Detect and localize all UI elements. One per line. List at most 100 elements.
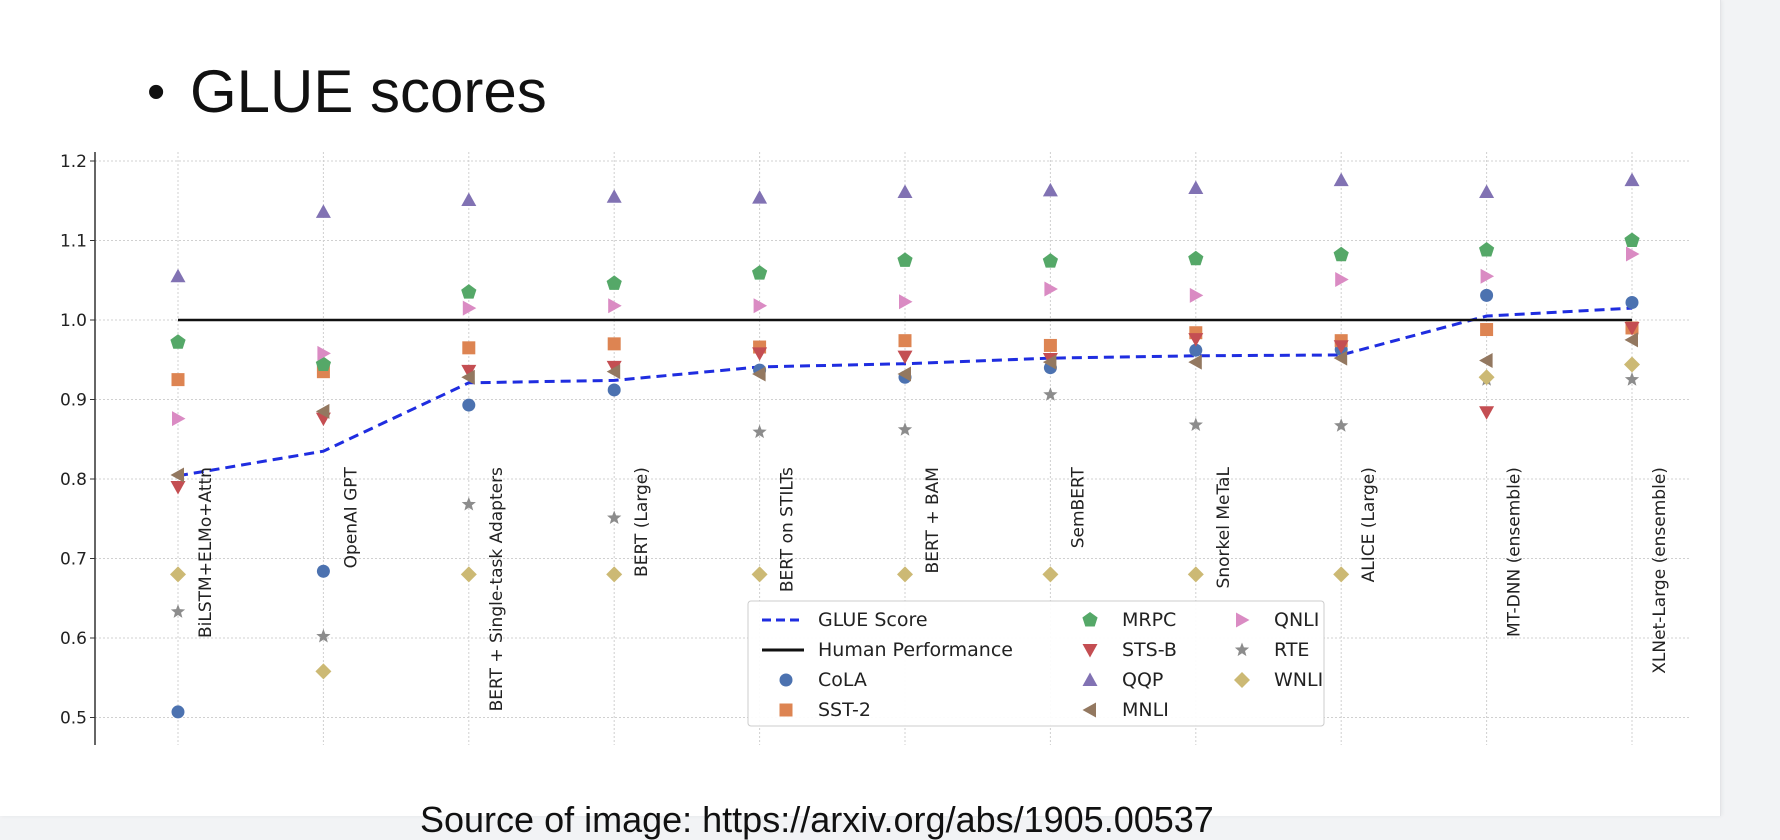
point-cola-7: [1189, 343, 1203, 357]
point-rte-4: [752, 424, 767, 439]
legend-swatch-sst-2: [779, 703, 793, 717]
point-rte-10: [1624, 372, 1640, 386]
point-sst-2-6: [1043, 338, 1057, 352]
point-mrpc-6: [1042, 253, 1059, 268]
point-qqp-9: [1479, 184, 1495, 199]
category-label-bert-bam: BERT + BAM: [923, 467, 943, 573]
point-qqp-2: [461, 192, 477, 206]
point-mrpc-10: [1624, 232, 1640, 247]
legend-label-sts-b: STS-B: [1122, 639, 1177, 661]
y-tick-label-1-1: 1.1: [60, 232, 87, 252]
point-mnli-8: [1333, 350, 1348, 366]
point-wnli-10: [1624, 356, 1640, 373]
point-qqp-6: [1042, 182, 1058, 197]
point-mrpc-8: [1333, 246, 1349, 262]
legend-label-mnli: MNLI: [1122, 699, 1169, 721]
point-wnli-6: [1042, 566, 1059, 583]
point-sst-2-9: [1480, 323, 1494, 337]
point-sts-b-10: [1624, 321, 1640, 336]
point-qnli-1: [317, 345, 331, 361]
point-qnli-9: [1480, 268, 1495, 284]
legend-label-glue-score: GLUE Score: [818, 609, 928, 631]
point-mrpc-1: [315, 356, 332, 371]
point-rte-2: [461, 496, 476, 511]
point-qnli-8: [1335, 271, 1349, 287]
point-rte-3: [607, 510, 622, 525]
point-wnli-4: [751, 566, 768, 583]
point-mrpc-0: [170, 334, 186, 349]
point-qqp-4: [752, 190, 768, 204]
chart-legend: GLUE Score Human Performance CoLA SST-2 MRPC…: [747, 600, 1325, 727]
point-mnli-6: [1042, 354, 1057, 370]
point-mnli-4: [752, 366, 766, 382]
legend-label-wnli: WNLI: [1274, 669, 1323, 691]
point-wnli-1: [315, 663, 332, 680]
point-rte-8: [1334, 418, 1349, 432]
legend-label-human-performance: Human Performance: [818, 639, 1013, 661]
point-qqp-5: [897, 184, 913, 199]
point-qnli-10: [1626, 246, 1640, 262]
glue-scores-chart: 0.5 0.6 0.7 0.8 0.9 1.0 1.1 1.2 BiLSTM+ELMo+Att…: [60, 152, 1690, 745]
point-mnli-7: [1188, 354, 1202, 370]
point-cola-3: [607, 383, 621, 397]
point-qnli-3: [608, 298, 622, 314]
point-mrpc-5: [897, 252, 913, 267]
legend-swatch-mrpc: [1082, 612, 1098, 627]
point-cola-9: [1480, 288, 1494, 302]
point-mnli-9: [1479, 353, 1493, 369]
point-sst-2-0: [171, 373, 185, 387]
legend-swatch-rte: [1234, 642, 1250, 657]
point-mnli-2: [461, 369, 475, 385]
point-sts-b-2: [461, 364, 477, 379]
point-sst-2-3: [607, 337, 621, 351]
point-rte-6: [1043, 387, 1058, 401]
point-qnli-5: [899, 294, 913, 310]
category-label-mt-dnn-ensemble: MT-DNN (ensemble): [1505, 467, 1525, 637]
category-label-snorkel-metal: Snorkel MeTaL: [1214, 467, 1234, 589]
point-wnli-2: [460, 566, 477, 583]
point-qqp-8: [1333, 172, 1349, 187]
legend-label-qnli: QNLI: [1274, 609, 1319, 631]
category-label-bilstm-elmo-attn: BiLSTM+ELMo+Attn: [196, 467, 216, 638]
point-qqp-0: [170, 268, 186, 283]
chart-points: [170, 172, 1640, 719]
point-qnli-0: [172, 411, 186, 427]
y-tick-label-0-8: 0.8: [60, 470, 87, 490]
point-qnli-4: [753, 298, 768, 314]
point-mnli-0: [170, 467, 184, 483]
point-sst-2-2: [462, 341, 476, 355]
point-mrpc-7: [1188, 250, 1204, 266]
legend-label-rte: RTE: [1274, 639, 1309, 661]
point-rte-7: [1188, 417, 1203, 432]
point-wnli-3: [606, 566, 623, 583]
point-qqp-10: [1624, 172, 1640, 187]
category-label-bert-on-stilts: BERT on STILTs: [778, 467, 798, 592]
point-cola-10: [1625, 296, 1639, 310]
point-wnli-5: [897, 566, 913, 583]
category-label-sembert: SemBERT: [1068, 466, 1088, 548]
point-wnli-7: [1187, 566, 1204, 583]
bullet-point: •: [147, 63, 166, 121]
category-label-bert-large: BERT (Large): [632, 467, 652, 577]
category-label-openai-gpt: OpenAI GPT: [341, 466, 361, 568]
point-wnli-9: [1478, 369, 1495, 386]
legend-swatch-mnli: [1082, 702, 1096, 718]
point-rte-5: [897, 422, 913, 436]
point-mnli-10: [1624, 332, 1638, 348]
point-qnli-7: [1189, 287, 1204, 303]
point-mnli-5: [897, 366, 911, 382]
y-tick-label-0-7: 0.7: [60, 550, 87, 570]
legend-swatch-qnli: [1236, 612, 1250, 628]
point-mnli-1: [315, 403, 330, 419]
point-mrpc-3: [606, 275, 622, 290]
y-tick-label-0-6: 0.6: [60, 629, 87, 649]
category-label-xlnet-large-ensemble: XLNet-Large (ensemble): [1650, 467, 1670, 674]
legend-swatch-qqp: [1082, 672, 1098, 686]
y-tick-label-0-9: 0.9: [60, 391, 87, 411]
point-mrpc-2: [461, 284, 477, 299]
point-rte-1: [316, 628, 331, 643]
y-axis-ticks: 0.5 0.6 0.7 0.8 0.9 1.0 1.1 1.2: [60, 152, 95, 729]
point-qqp-1: [315, 204, 331, 218]
legend-label-cola: CoLA: [818, 669, 867, 691]
category-label-bert-single-task-adapters: BERT + Single-task Adapters: [487, 467, 507, 711]
